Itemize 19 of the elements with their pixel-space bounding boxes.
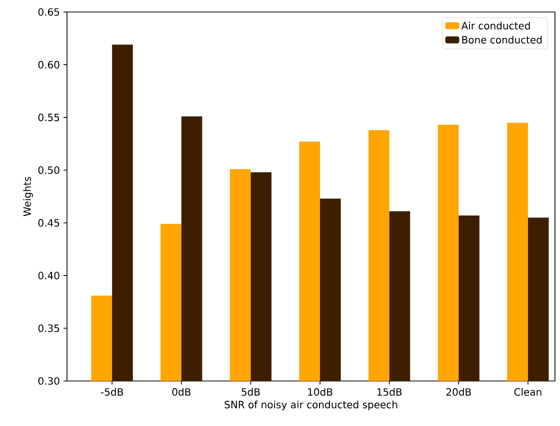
- x-tick-label: 5dB: [242, 388, 260, 396]
- y-tick-label: 0.55: [38, 114, 60, 122]
- x-tick-label: 15dB: [377, 388, 402, 396]
- x-tick-label: Clean: [514, 388, 542, 396]
- y-tick-label: 0.30: [38, 377, 60, 385]
- x-axis-title: SNR of noisy air conducted speech: [224, 400, 398, 410]
- x-tick-label: 20dB: [446, 388, 471, 396]
- x-tick-label: 10dB: [308, 388, 332, 396]
- y-tick-label: 0.60: [38, 60, 60, 68]
- y-tick-label: 0.45: [38, 219, 60, 227]
- legend-label: Bone conducted: [462, 36, 542, 44]
- legend-label: Air conducted: [461, 22, 530, 30]
- x-tick-label: 0dB: [172, 388, 190, 396]
- y-tick-label: 0.50: [38, 166, 60, 174]
- y-tick-label: 0.40: [38, 272, 60, 280]
- x-tick-label: -5dB: [100, 388, 123, 396]
- y-tick-label: 0.65: [38, 8, 60, 16]
- y-axis-title: Weights: [23, 176, 33, 216]
- y-tick-label: 0.35: [38, 324, 60, 332]
